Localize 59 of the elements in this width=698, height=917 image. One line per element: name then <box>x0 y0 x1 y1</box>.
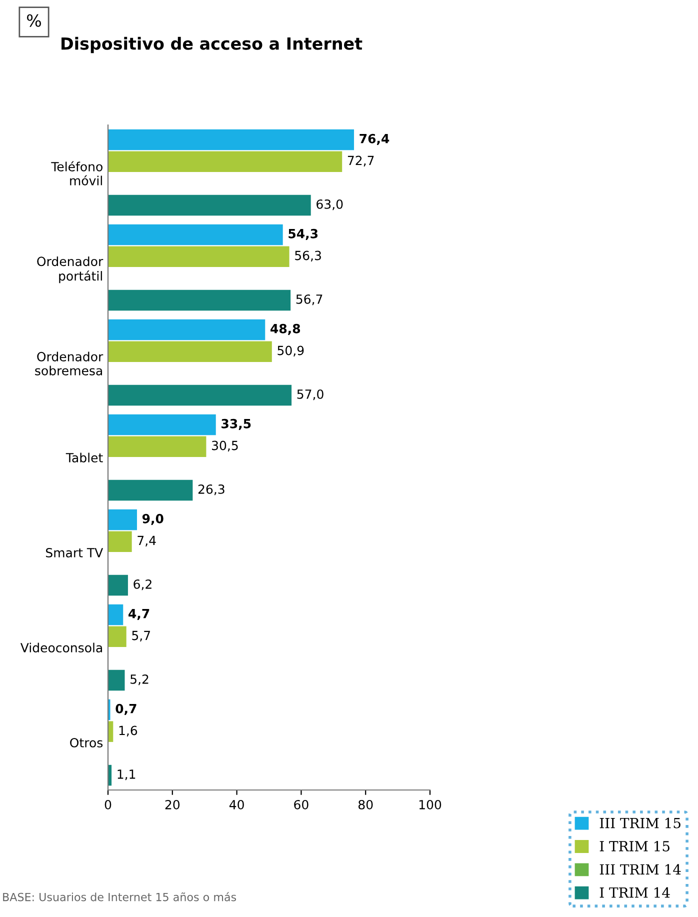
data-label: 1,6 <box>119 726 138 736</box>
bar <box>108 290 291 311</box>
x-tick-label: 100 <box>419 800 442 810</box>
data-label: 0,7 <box>116 704 136 715</box>
data-label: 57,0 <box>297 389 324 400</box>
bar <box>108 151 342 172</box>
bar <box>108 194 311 216</box>
data-label: 50,9 <box>278 346 304 356</box>
data-label: 6,2 <box>134 579 152 590</box>
data-label: 9,0 <box>142 514 164 525</box>
data-label: 76,4 <box>360 134 390 145</box>
data-label: 63,0 <box>316 199 343 210</box>
data-label: 72,7 <box>348 156 374 166</box>
y-tick-label: Otros <box>70 738 103 748</box>
data-label: 56,3 <box>295 250 321 262</box>
data-label: 4,7 <box>128 609 150 620</box>
bar <box>108 626 126 647</box>
bar <box>108 129 354 150</box>
text: % <box>27 14 41 27</box>
y-tick-label: Ordenador portátil <box>37 256 104 284</box>
bar <box>108 341 272 362</box>
bar <box>108 604 124 626</box>
y-tick-label: Ordenador sobremesa <box>35 352 104 376</box>
y-tick-label: Tablet <box>66 452 103 462</box>
bar <box>108 480 193 501</box>
bar <box>108 246 290 267</box>
data-label: 33,5 <box>222 418 251 430</box>
y-tick-label: Videoconsola <box>20 642 102 652</box>
x-tick-label: 40 <box>229 800 244 810</box>
y-tick-label: Smart TV <box>46 548 104 558</box>
legend-label: III TRIM 14 <box>600 864 681 874</box>
data-label: 5,7 <box>132 630 150 642</box>
text: BASE: Usuarios de Internet 15 años o más <box>3 892 236 902</box>
x-tick-label: 60 <box>294 800 308 810</box>
legend-label: I TRIM 14 <box>600 887 670 898</box>
bar <box>108 509 137 530</box>
legend-label: III TRIM 15 <box>600 818 680 828</box>
bar <box>108 384 292 406</box>
data-label: 48,8 <box>270 324 300 335</box>
x-tick-label: 80 <box>358 800 373 810</box>
x-tick-label: 20 <box>165 800 180 810</box>
bar <box>108 414 216 436</box>
bar <box>108 224 283 246</box>
data-label: 1,1 <box>118 770 136 780</box>
data-label: 54,3 <box>288 228 318 240</box>
bar <box>108 531 132 552</box>
legend-label: I TRIM 15 <box>600 840 670 852</box>
data-label: 26,3 <box>198 484 224 496</box>
bar <box>108 670 125 691</box>
data-label: 30,5 <box>212 440 238 452</box>
x-tick-label: 0 <box>104 800 112 810</box>
bar <box>108 319 266 340</box>
data-label: 5,2 <box>130 674 148 686</box>
data-label: 7,4 <box>138 536 156 546</box>
chart-title: Dispositivo de acceso a Internet <box>62 36 362 54</box>
bar <box>108 574 128 596</box>
bar <box>108 436 206 457</box>
data-label: 56,7 <box>296 294 322 306</box>
y-tick-label: Teléfono móvil <box>51 161 102 186</box>
